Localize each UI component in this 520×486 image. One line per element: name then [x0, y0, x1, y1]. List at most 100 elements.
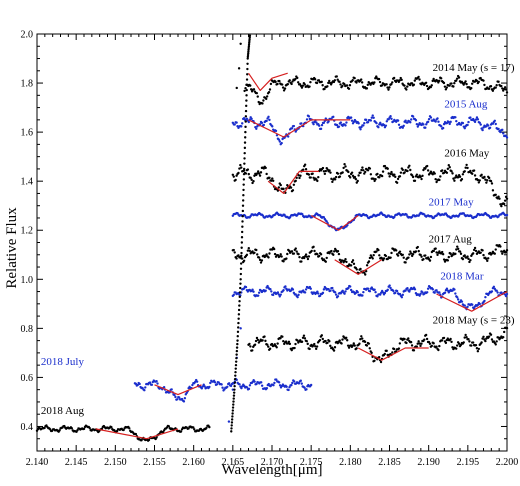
data-point	[432, 342, 435, 345]
data-point	[315, 81, 319, 85]
series-label: 2016 May	[444, 148, 489, 160]
data-point	[381, 291, 385, 294]
data-point	[324, 339, 327, 343]
data-point	[322, 170, 326, 173]
data-point	[419, 292, 422, 296]
data-point	[497, 127, 500, 131]
data-point	[344, 290, 347, 293]
data-point	[251, 181, 254, 185]
data-point	[276, 291, 280, 294]
y-tick-label: 1.4	[21, 177, 34, 188]
data-point	[273, 381, 276, 385]
data-point	[411, 175, 415, 179]
spike-point	[230, 430, 233, 433]
data-point	[418, 78, 421, 81]
spike-point	[241, 209, 245, 213]
data-point	[377, 77, 381, 81]
data-point	[484, 295, 487, 299]
data-point	[351, 344, 355, 347]
data-point	[462, 341, 465, 344]
data-point	[88, 426, 91, 430]
data-point	[287, 135, 290, 138]
data-point	[250, 117, 253, 121]
data-point	[479, 76, 482, 80]
data-point	[412, 83, 416, 86]
data-point	[315, 345, 319, 348]
fit-curve	[310, 214, 359, 231]
data-point	[420, 177, 423, 181]
fit-curve	[95, 428, 179, 440]
data-point	[500, 84, 503, 88]
data-point	[332, 253, 335, 256]
data-point	[472, 169, 476, 172]
data-point	[282, 187, 285, 191]
data-point	[293, 346, 296, 350]
data-point	[100, 427, 104, 430]
data-point	[426, 120, 430, 124]
spike-point	[234, 374, 237, 377]
spike-point	[242, 172, 246, 176]
data-point	[417, 340, 420, 343]
data-point	[494, 248, 497, 251]
data-point	[364, 273, 367, 276]
data-point	[471, 303, 474, 306]
data-point	[467, 120, 470, 124]
data-point	[136, 383, 139, 387]
data-point	[289, 186, 293, 189]
fit-layer	[95, 72, 508, 440]
data-point	[205, 426, 208, 429]
data-point	[303, 291, 307, 294]
data-point	[297, 293, 300, 297]
data-point	[344, 124, 347, 127]
data-point	[235, 121, 238, 124]
data-point	[258, 174, 262, 177]
data-point	[371, 257, 374, 260]
data-point	[461, 257, 465, 261]
data-point	[347, 346, 351, 349]
data-point	[333, 178, 337, 181]
data-point	[286, 82, 290, 86]
data-point	[296, 81, 300, 84]
data-point	[444, 341, 448, 345]
spike-point	[232, 394, 236, 397]
data-point	[300, 122, 303, 125]
data-point	[421, 174, 424, 178]
data-point	[470, 86, 473, 90]
data-point	[450, 170, 453, 173]
series-label: 2018 Mar	[440, 270, 483, 282]
data-point	[503, 86, 507, 89]
data-point	[418, 294, 421, 297]
data-point	[477, 347, 480, 351]
data-point	[370, 116, 373, 119]
data-point	[438, 344, 441, 348]
data-point	[482, 126, 485, 129]
data-point	[479, 251, 482, 254]
data-point	[367, 260, 371, 263]
data-point	[416, 245, 420, 249]
data-point	[442, 122, 446, 126]
data-point	[471, 341, 475, 344]
data-point	[484, 339, 487, 343]
data-point	[437, 120, 440, 123]
data-point	[307, 255, 311, 258]
data-point	[398, 175, 402, 178]
data-point	[502, 330, 506, 334]
data-point	[358, 342, 361, 345]
fit-curve	[248, 72, 288, 91]
spike-point	[244, 130, 247, 134]
data-point	[395, 249, 398, 252]
data-point	[445, 287, 449, 290]
data-point	[343, 292, 346, 295]
data-point	[411, 115, 415, 118]
data-point	[268, 118, 271, 122]
data-point	[386, 353, 389, 357]
data-point	[294, 130, 297, 133]
data-point	[278, 255, 281, 258]
data-point	[339, 83, 342, 86]
data-point	[405, 213, 408, 216]
spike-point	[235, 356, 238, 360]
data-point	[281, 335, 284, 338]
data-point	[440, 339, 444, 342]
data-point	[278, 79, 281, 83]
data-point	[369, 254, 373, 257]
